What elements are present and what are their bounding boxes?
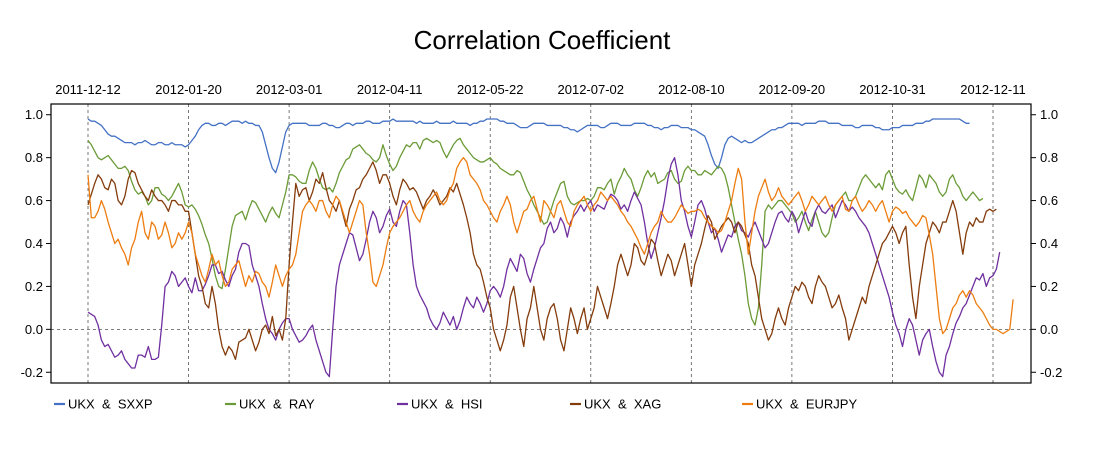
y-tick-label-right: 0.8 <box>1040 150 1058 165</box>
legend: UKX & SXXP UKX & RAY UKX & HSI UKX & XAG UKX… <box>54 397 857 412</box>
x-tick-label: 2012-07-02 <box>558 82 625 97</box>
series-line-1 <box>87 118 970 174</box>
y-tick-label-left: 0.6 <box>25 193 43 208</box>
series-line-3 <box>87 156 1001 378</box>
grid-layer <box>51 104 1031 383</box>
x-tick-label: 2012-03-01 <box>256 82 323 97</box>
x-tick-label: 2012-05-22 <box>457 82 524 97</box>
y-tick-label-right: -0.2 <box>1040 365 1062 380</box>
legend-label: UKX & HSI <box>411 397 483 412</box>
x-tick-label: 2012-09-20 <box>759 82 826 97</box>
x-tick-label: 2012-10-31 <box>859 82 926 97</box>
axis-layer: 2011-12-12 2012-01-20 2012-03-01 2012-04-11… <box>21 82 1063 380</box>
y-tick-label-right: 0.0 <box>1040 322 1058 337</box>
legend-label: UKX & RAY <box>239 397 315 412</box>
legend-label: UKX & SXXP <box>68 397 153 412</box>
y-tick-label-left: 0.2 <box>25 279 43 294</box>
series-line-4 <box>87 161 997 361</box>
x-tick-label: 2012-12-11 <box>960 82 1026 97</box>
chart-title: Correlation Coefficient <box>414 25 672 55</box>
y-tick-label-right: 1.0 <box>1040 107 1058 122</box>
x-tick-label: 2012-04-11 <box>357 82 423 97</box>
y-tick-label-left: -0.2 <box>21 365 43 380</box>
y-tick-label-left: 0.4 <box>25 236 43 251</box>
series-layer <box>87 118 1014 378</box>
legend-label: UKX & XAG <box>584 397 661 412</box>
legend-label: UKX & EURJPY <box>756 397 857 412</box>
x-tick-label: 2012-08-10 <box>658 82 725 97</box>
x-tick-label: 2012-01-20 <box>155 82 222 97</box>
series-line-5 <box>87 156 1014 335</box>
y-tick-label-left: 1.0 <box>25 107 43 122</box>
y-tick-label-left: 0.0 <box>25 322 43 337</box>
y-tick-label-right: 0.4 <box>1040 236 1058 251</box>
y-tick-label-left: 0.8 <box>25 150 43 165</box>
y-tick-label-right: 0.6 <box>1040 193 1058 208</box>
x-tick-label: 2011-12-12 <box>55 82 121 97</box>
plot-frame <box>50 103 1032 384</box>
y-tick-label-right: 0.2 <box>1040 279 1058 294</box>
